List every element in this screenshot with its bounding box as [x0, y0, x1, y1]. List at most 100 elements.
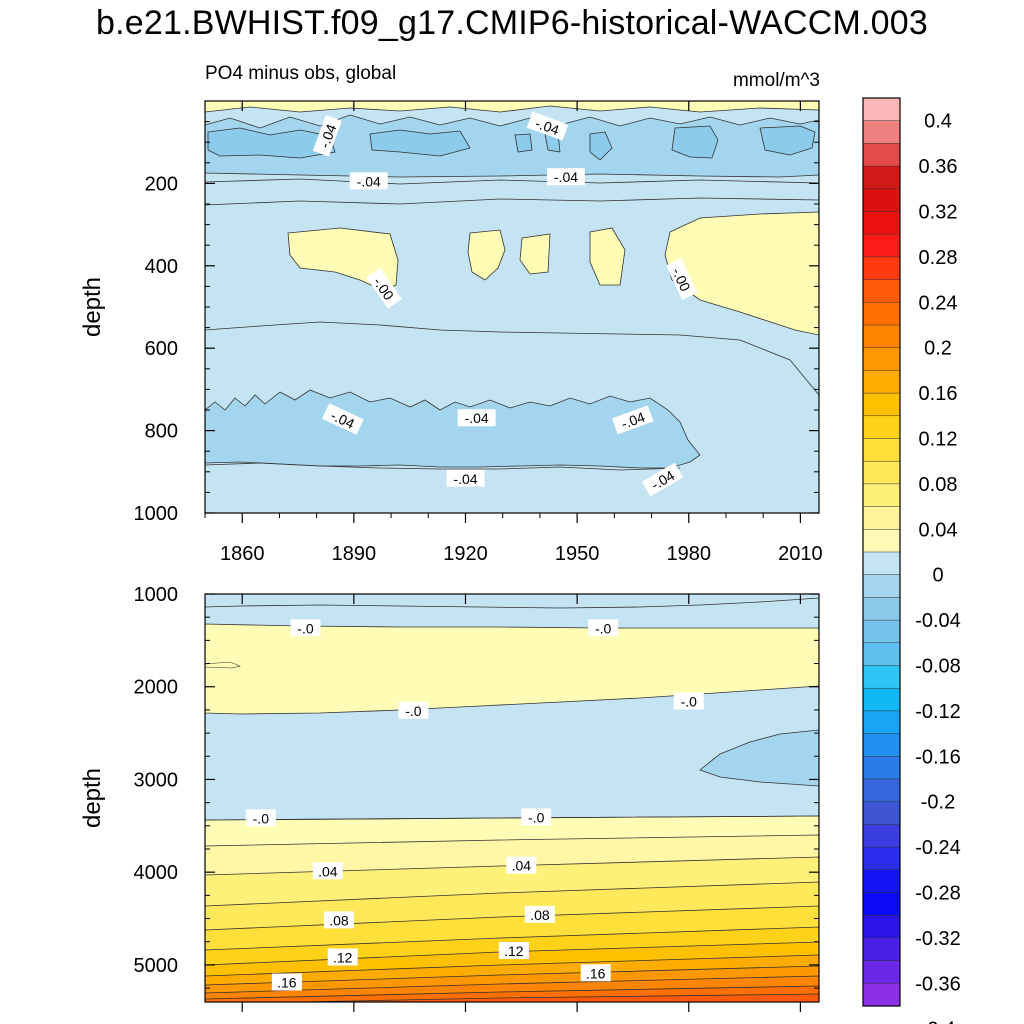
- colorbar-label: 0.12: [919, 429, 958, 451]
- upper-contour-label-bg: [446, 469, 485, 487]
- colorbar-segment: [862, 665, 901, 689]
- lower-contour-label-text: .16: [277, 975, 297, 991]
- upper-contour-label: -.04: [457, 409, 496, 427]
- colorbar-label: -0.12: [915, 701, 961, 723]
- lower-contour-label-text: .08: [329, 912, 349, 928]
- colorbar-segment: [862, 460, 901, 485]
- upper-contour-label: -.04: [312, 115, 342, 157]
- lower-contour-label-text: .12: [504, 943, 524, 959]
- colorbar-segment: [862, 302, 901, 326]
- colorbar-segment: [862, 324, 901, 349]
- upper-contour-label-text: -.04: [357, 173, 381, 189]
- lower-frame: [204, 593, 820, 1003]
- lower-contour-label-bg: [580, 964, 611, 982]
- units-label: mmol/m^3: [732, 70, 820, 91]
- upper-contour-label-bg: [666, 258, 698, 300]
- colorbar-segment: [862, 165, 901, 190]
- upper-axes: 200 400 600 800 1000 1860 1890 1920 1950 1980 2010: [134, 101, 823, 565]
- lower-contour-label-text: -.0: [405, 703, 422, 719]
- upper-surface-band: [205, 101, 819, 113]
- upper-ytick-label: 1000: [134, 503, 179, 525]
- colorbar-segment: [862, 801, 901, 825]
- colorbar-label: 0.04: [919, 519, 958, 541]
- colorbar-segment: [862, 574, 901, 598]
- upper-contour-label: -.04: [446, 469, 485, 487]
- colorbar-segment: [862, 211, 901, 235]
- colorbar-segment: [862, 824, 901, 848]
- upper-ytick-label: 800: [145, 421, 178, 443]
- lower-contour-label-bg: [588, 619, 619, 637]
- colorbar-segment: [862, 687, 901, 712]
- lower-contour-label: .04: [312, 862, 343, 880]
- colorbar-label: -0.16: [915, 746, 961, 768]
- lower-contour-label-bg: [327, 948, 358, 966]
- upper-contour-label-bg: [312, 115, 342, 157]
- colorbar-label: -0.2: [921, 792, 955, 814]
- colorbar-segment: [862, 619, 901, 644]
- colorbar-label: 0.28: [919, 247, 958, 269]
- lower-contour-label-bg: [290, 619, 321, 637]
- upper-panel: [205, 101, 819, 513]
- upper-xtick-label: 1980: [667, 543, 712, 565]
- upper-contour-label-text: -.04: [453, 471, 477, 487]
- upper-contour-label-bg: [546, 168, 585, 186]
- upper-ytick-label: 400: [145, 256, 178, 278]
- colorbar-segment: [862, 846, 901, 871]
- lower-contour-label-bg: [506, 856, 537, 874]
- colorbar-segment: [862, 120, 901, 144]
- colorbar-label: 0.24: [919, 292, 958, 314]
- upper-deep-patches: [207, 125, 816, 161]
- lower-contour-label: -.0: [588, 619, 619, 637]
- lower-contour-label: .04: [506, 856, 537, 874]
- lower-contour-label-text: .12: [333, 949, 353, 965]
- colorbar-segment: [862, 597, 901, 621]
- colorbar-segment: [862, 778, 901, 803]
- upper-contour-label-text: -.04: [465, 410, 489, 426]
- upper-contour-label: -.04: [612, 405, 654, 435]
- lower-contour-label-bg: [524, 905, 555, 923]
- lower-contour-label: .08: [524, 905, 555, 923]
- colorbar-label: 0.16: [919, 383, 958, 405]
- colorbar-segment: [862, 937, 901, 962]
- colorbar-segment: [862, 551, 901, 576]
- colorbar-segment: [862, 415, 901, 440]
- upper-contour-label: -.04: [349, 172, 388, 190]
- lower-contour-label-bg: [398, 701, 429, 719]
- lower-contour-label-bg: [323, 911, 354, 929]
- lower-contour-label-text: -.0: [297, 620, 314, 636]
- upper-contour-label-text: -.04: [619, 409, 647, 432]
- lower-contour-label-text: -.0: [253, 810, 270, 826]
- colorbar-segment: [862, 438, 901, 462]
- colorbar-segment: [862, 506, 901, 530]
- upper-contour-label: -.04: [526, 111, 569, 141]
- lower-ytick-label: 3000: [134, 769, 179, 791]
- upper-ytick-label: 200: [145, 173, 178, 195]
- colorbar-segment: [862, 960, 901, 984]
- lower-contour-label: -.0: [245, 809, 276, 827]
- colorbar-label: 0.2: [924, 338, 952, 360]
- colorbar-label: 0.4: [924, 111, 952, 133]
- lower-contour-label-bg: [521, 808, 552, 826]
- lower-contour-label-text: .04: [512, 858, 532, 874]
- upper-contour-line-4: [205, 462, 681, 471]
- colorbar-label: -0.08: [915, 656, 961, 678]
- upper-contour-label-bg: [457, 409, 496, 427]
- upper-xtick-label: 1860: [220, 543, 265, 565]
- lower-contour-label: .12: [498, 942, 529, 959]
- lower-axes: 1000 2000 3000 4000 5000: [134, 584, 819, 1012]
- lower-contour-label: .16: [580, 964, 611, 982]
- colorbar-segment: [862, 892, 901, 916]
- upper-xtick-label: 1950: [555, 543, 600, 565]
- lower-ytick-label: 2000: [134, 677, 179, 699]
- colorbar-segment: [862, 143, 901, 167]
- colorbar-segment: [862, 914, 901, 939]
- colorbar-segment: [862, 756, 901, 780]
- upper-contour-label-text: -.04: [316, 122, 339, 150]
- upper-near-surface-band: [205, 114, 819, 178]
- panel-subtitle: PO4 minus obs, global: [205, 63, 397, 84]
- figure-title: b.e21.BWHIST.f09_g17.CMIP6-historical-WA…: [96, 4, 928, 42]
- lower-positive-band-1: [205, 623, 819, 715]
- upper-xtick-label: 1920: [443, 543, 488, 565]
- upper-contour-label: -.04: [546, 168, 585, 186]
